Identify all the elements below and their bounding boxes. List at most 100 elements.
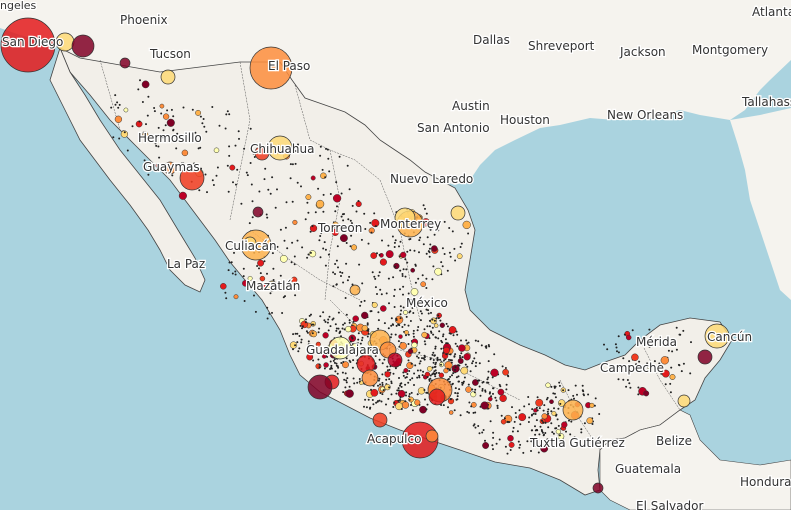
marker-dot[interactable]: [411, 377, 414, 380]
marker-dot[interactable]: [377, 274, 380, 277]
marker-dot[interactable]: [628, 382, 631, 385]
marker-dot[interactable]: [147, 95, 150, 98]
marker-dot[interactable]: [519, 423, 522, 426]
marker-dot[interactable]: [491, 444, 494, 447]
marker-dot[interactable]: [300, 341, 303, 344]
marker-dot[interactable]: [327, 318, 330, 321]
marker-circle[interactable]: [179, 165, 205, 191]
marker-dot[interactable]: [225, 297, 228, 300]
marker-dot[interactable]: [456, 392, 459, 395]
marker-dot[interactable]: [470, 401, 477, 408]
marker-dot[interactable]: [332, 285, 335, 288]
marker-dot[interactable]: [458, 388, 461, 391]
marker-dot[interactable]: [367, 242, 370, 245]
marker-dot[interactable]: [298, 347, 301, 350]
marker-dot[interactable]: [388, 302, 390, 305]
marker-dot[interactable]: [203, 125, 206, 128]
marker-dot[interactable]: [487, 360, 490, 363]
marker-dot[interactable]: [518, 413, 527, 422]
marker-dot[interactable]: [550, 385, 553, 388]
marker-dot[interactable]: [253, 294, 255, 297]
marker-dot[interactable]: [319, 256, 322, 259]
marker-dot[interactable]: [476, 379, 479, 382]
marker-dot[interactable]: [401, 401, 410, 409]
marker-dot[interactable]: [305, 330, 308, 333]
marker-dot[interactable]: [399, 288, 401, 291]
marker-dot[interactable]: [507, 375, 510, 378]
marker-dot[interactable]: [310, 330, 318, 338]
marker-dot[interactable]: [350, 336, 353, 339]
marker-dot[interactable]: [543, 433, 545, 436]
marker-dot[interactable]: [215, 174, 218, 177]
marker-dot[interactable]: [461, 356, 464, 359]
marker-dot[interactable]: [558, 381, 561, 384]
marker-dot[interactable]: [266, 306, 269, 309]
marker-dot[interactable]: [454, 387, 457, 390]
marker-dot[interactable]: [446, 342, 449, 345]
marker-dot[interactable]: [342, 361, 349, 369]
marker-dot[interactable]: [455, 376, 458, 379]
marker-dot[interactable]: [530, 440, 533, 443]
marker-dot[interactable]: [682, 362, 685, 365]
marker-dot[interactable]: [425, 277, 428, 280]
marker-dot[interactable]: [296, 239, 299, 242]
marker-dot[interactable]: [345, 389, 354, 398]
marker-dot[interactable]: [583, 422, 586, 425]
marker-dot[interactable]: [408, 393, 411, 395]
marker-dot[interactable]: [475, 361, 478, 364]
marker-dot[interactable]: [404, 376, 407, 379]
marker-dot[interactable]: [427, 309, 429, 312]
marker-dot[interactable]: [512, 426, 515, 429]
marker-dot[interactable]: [323, 362, 329, 368]
marker-dot[interactable]: [232, 181, 234, 184]
marker-dot[interactable]: [430, 311, 432, 314]
marker-dot[interactable]: [228, 145, 231, 148]
marker-dot[interactable]: [279, 228, 282, 231]
marker-dot[interactable]: [155, 144, 158, 147]
marker-dot[interactable]: [407, 381, 410, 384]
marker-dot[interactable]: [398, 245, 400, 248]
marker-circle[interactable]: [328, 336, 352, 360]
marker-dot[interactable]: [375, 401, 378, 404]
marker-dot[interactable]: [661, 369, 670, 378]
marker-dot[interactable]: [137, 88, 140, 91]
marker-dot[interactable]: [319, 315, 322, 318]
marker-dot[interactable]: [462, 382, 465, 385]
marker-dot[interactable]: [547, 412, 550, 415]
marker-dot[interactable]: [519, 443, 522, 446]
marker-dot[interactable]: [360, 300, 363, 303]
marker-dot[interactable]: [387, 244, 390, 247]
marker-dot[interactable]: [332, 221, 339, 228]
marker-dot[interactable]: [487, 396, 493, 402]
marker-dot[interactable]: [508, 421, 511, 423]
marker-dot[interactable]: [344, 386, 347, 389]
marker-circle[interactable]: [160, 69, 176, 85]
marker-dot[interactable]: [359, 342, 362, 345]
marker-dot[interactable]: [646, 362, 649, 365]
marker-dot[interactable]: [429, 243, 432, 246]
marker-dot[interactable]: [453, 409, 456, 412]
marker-dot[interactable]: [153, 169, 156, 172]
marker-dot[interactable]: [337, 311, 340, 314]
marker-dot[interactable]: [435, 317, 438, 320]
marker-circle[interactable]: [450, 205, 466, 221]
marker-dot[interactable]: [342, 323, 345, 326]
marker-dot[interactable]: [434, 345, 437, 348]
marker-dot[interactable]: [195, 109, 202, 116]
marker-dot[interactable]: [306, 201, 309, 204]
marker-dot[interactable]: [405, 394, 407, 397]
marker-dot[interactable]: [344, 372, 347, 375]
marker-dot[interactable]: [431, 278, 434, 281]
marker-dot[interactable]: [500, 414, 503, 417]
marker-dot[interactable]: [361, 336, 364, 339]
marker-dot[interactable]: [442, 404, 445, 407]
marker-dot[interactable]: [279, 274, 282, 277]
marker-dot[interactable]: [394, 333, 397, 336]
marker-dot[interactable]: [309, 250, 317, 258]
marker-dot[interactable]: [565, 430, 567, 433]
marker-dot[interactable]: [418, 362, 421, 365]
marker-dot[interactable]: [399, 317, 402, 320]
marker-dot[interactable]: [126, 149, 129, 152]
marker-dot[interactable]: [336, 372, 339, 375]
marker-dot[interactable]: [202, 118, 205, 120]
